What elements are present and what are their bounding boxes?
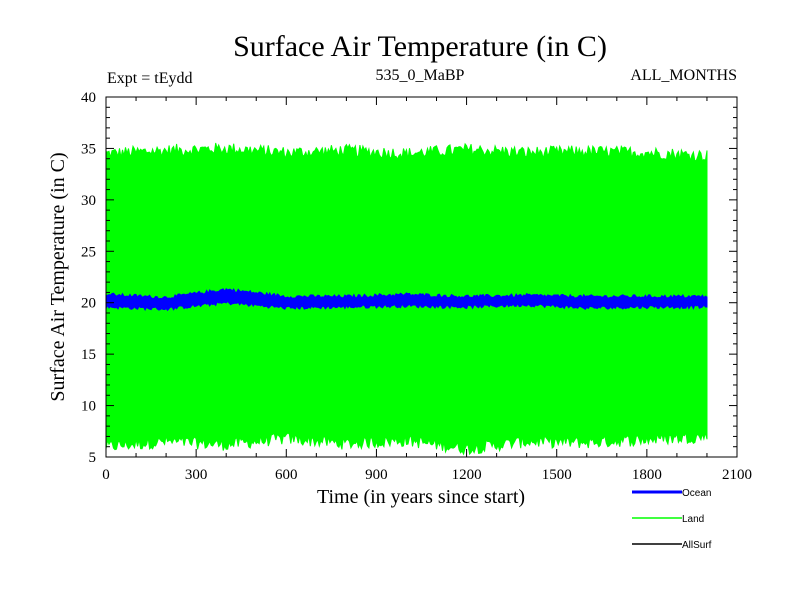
x-tick-label: 0 — [102, 467, 110, 483]
x-axis-label: Time (in years since start) — [317, 486, 525, 508]
x-tick-label: 1200 — [452, 467, 482, 483]
subtitle-months: ALL_MONTHS — [630, 67, 737, 84]
x-tick-label: 2100 — [722, 467, 752, 483]
y-tick-label: 35 — [81, 141, 96, 157]
data-bands — [105, 142, 708, 456]
y-tick-label: 40 — [81, 90, 96, 106]
y-tick-label: 25 — [81, 244, 96, 260]
subtitle-expt: Expt = tEydd — [107, 70, 192, 87]
chart-title: Surface Air Temperature (in C) — [233, 30, 607, 63]
x-tick-label: 1800 — [632, 467, 662, 483]
x-tick-label: 600 — [275, 467, 298, 483]
x-tick-label: 1500 — [542, 467, 572, 483]
axis-ticks — [105, 96, 738, 458]
legend-label-allsurf: AllSurf — [682, 540, 712, 551]
x-tick-label: 300 — [185, 467, 208, 483]
axis-tick-labels: 0 300 600 900 1200 1500 1800 2100 5 10 15 20 25 30 35 4… — [81, 90, 752, 483]
plot-frame — [105, 96, 738, 458]
y-tick-label: 30 — [81, 193, 96, 209]
y-tick-label: 10 — [81, 399, 96, 415]
legend-label-ocean: Ocean — [682, 488, 711, 499]
y-tick-label: 15 — [81, 347, 96, 363]
legend: Ocean Land AllSurf — [632, 488, 712, 551]
subtitle-run: 535_0_MaBP — [376, 67, 465, 84]
series-band-ocean — [105, 287, 708, 312]
legend-label-land: Land — [682, 514, 704, 525]
x-tick-label: 900 — [365, 467, 388, 483]
y-tick-label: 20 — [81, 296, 96, 312]
y-tick-label: 5 — [89, 450, 97, 466]
y-axis-label: Surface Air Temperature (in C) — [47, 152, 69, 401]
